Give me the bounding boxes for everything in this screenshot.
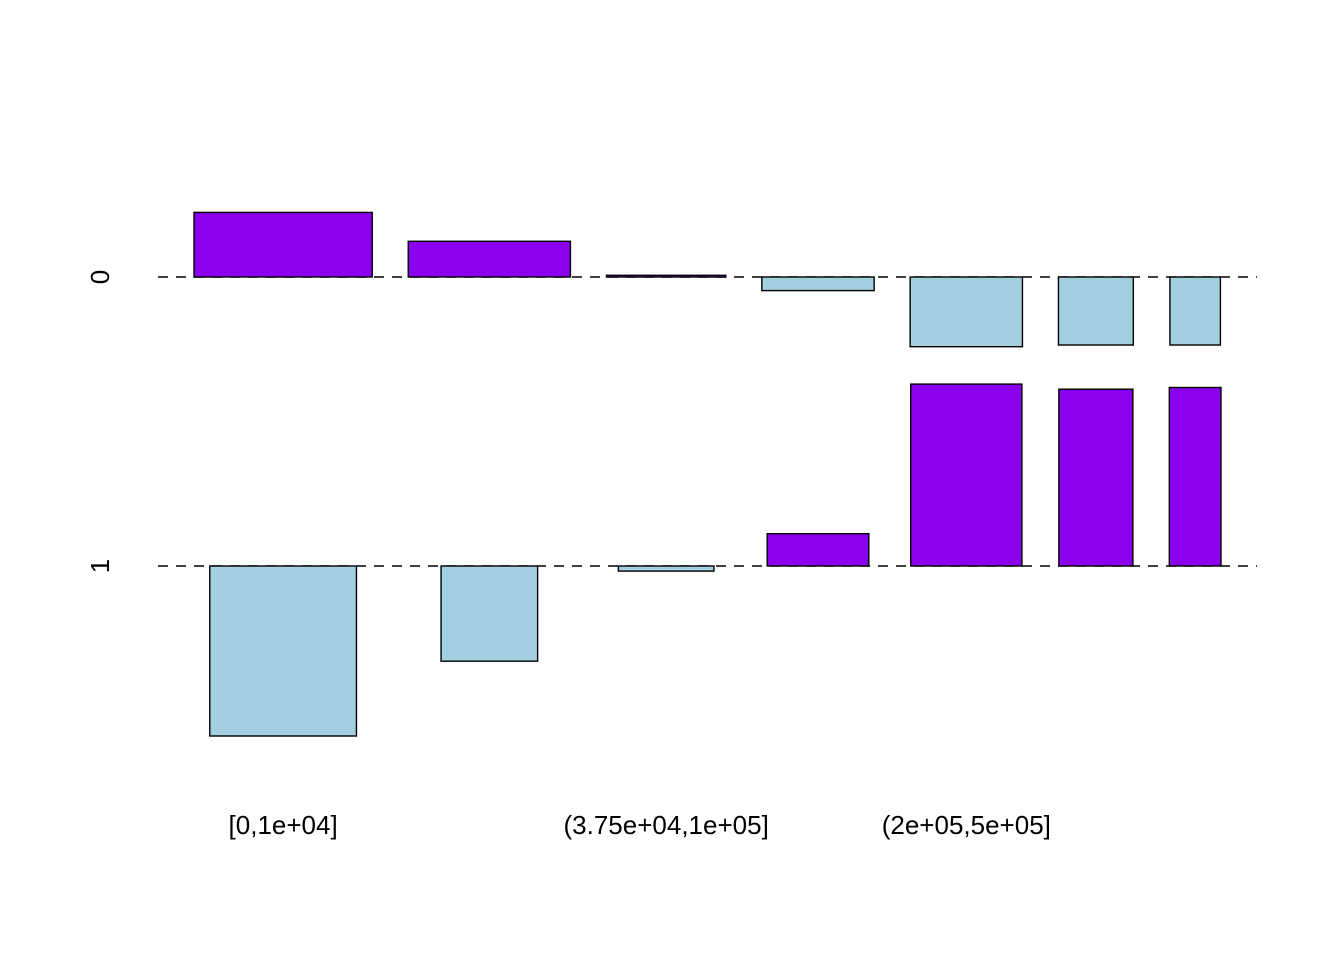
bar-col1-row1 (209, 565, 358, 737)
bars (193, 211, 1222, 737)
bar-col3-row1 (617, 565, 715, 572)
bar-col7-row1 (1168, 386, 1222, 567)
bar-col2-row1 (440, 565, 539, 662)
bar-col6-row1 (1058, 388, 1134, 567)
bar-col4-row0 (761, 276, 875, 292)
x-tick-label-1: [0,1e+04] (229, 810, 338, 840)
bar-col2-row0 (407, 240, 572, 278)
bar-col3-row0 (605, 274, 727, 278)
y-axis-tick-labels: 01 (85, 270, 115, 573)
bar-col7-row0 (1169, 276, 1222, 346)
bar-col5-row1 (909, 383, 1023, 567)
x-tick-label-3: (2e+05,5e+05] (882, 810, 1051, 840)
bar-col5-row0 (909, 276, 1024, 348)
x-tick-label-2: (3.75e+04,1e+05] (564, 810, 769, 840)
y-tick-label-1: 1 (85, 559, 115, 573)
y-tick-label-0: 0 (85, 270, 115, 284)
x-axis-tick-labels: [0,1e+04] (3.75e+04,1e+05] (2e+05,5e+05] (229, 810, 1051, 840)
bar-col1-row0 (193, 211, 373, 278)
bar-col6-row0 (1057, 276, 1135, 346)
bar-col4-row1 (766, 533, 870, 567)
